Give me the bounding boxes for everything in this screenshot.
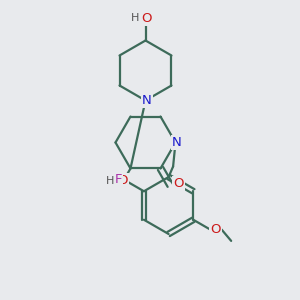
Text: O: O [117, 174, 128, 188]
Text: O: O [210, 223, 221, 236]
Text: O: O [173, 177, 184, 190]
Text: H: H [131, 13, 139, 23]
Text: O: O [142, 11, 152, 25]
Text: F: F [115, 173, 122, 187]
Text: H: H [106, 176, 114, 186]
Text: N: N [172, 136, 182, 149]
Text: N: N [142, 94, 152, 107]
